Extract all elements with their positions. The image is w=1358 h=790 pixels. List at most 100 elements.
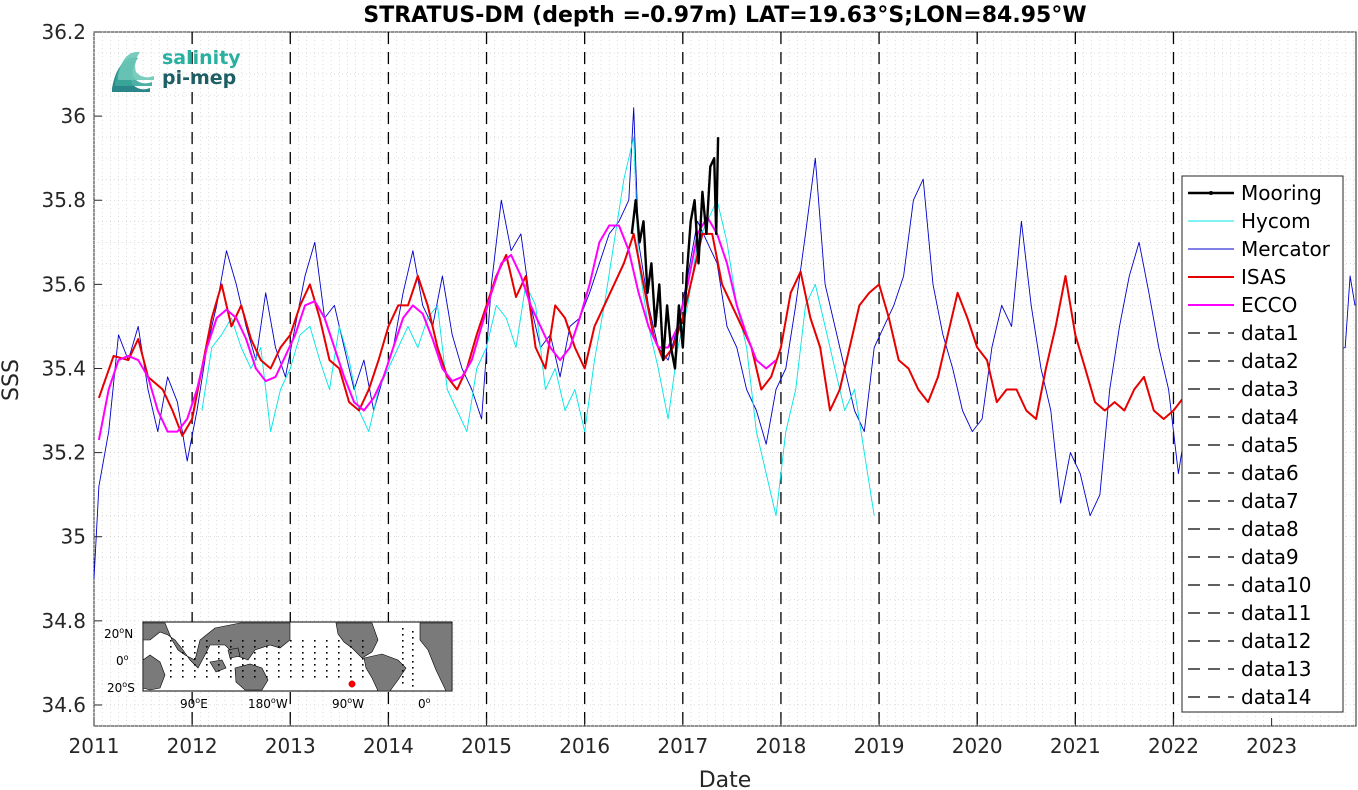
station-dot xyxy=(314,640,316,642)
x-tick-label: 2015 xyxy=(461,734,512,758)
legend-label: data10 xyxy=(1241,573,1312,597)
legend-label: data13 xyxy=(1241,657,1312,681)
station-dot xyxy=(290,652,292,654)
lat-label-20s: 20oS xyxy=(107,680,135,695)
inset-map: 20oN 0o 20oS 90oE 180oW 90oW 0o xyxy=(104,621,453,711)
station-dot xyxy=(194,646,196,648)
legend-label: data14 xyxy=(1241,685,1312,709)
station-dot xyxy=(182,670,184,672)
station-dot xyxy=(266,652,268,654)
y-tick-label: 34.8 xyxy=(41,609,86,633)
station-dot xyxy=(242,676,244,678)
station-dot xyxy=(170,652,172,654)
station-dot xyxy=(362,670,364,672)
station-dot xyxy=(266,646,268,648)
station-dot xyxy=(218,646,220,648)
legend-label: data11 xyxy=(1241,601,1312,625)
station-dot xyxy=(218,670,220,672)
logo-line1: salinity xyxy=(162,47,241,69)
legend-label: Hycom xyxy=(1241,209,1311,233)
station-dot xyxy=(302,646,304,648)
station-dot xyxy=(206,676,208,678)
mooring-location-marker xyxy=(348,680,356,688)
station-dot xyxy=(412,643,414,645)
station-dot xyxy=(242,664,244,666)
station-dot xyxy=(218,652,220,654)
chart-title: STRATUS-DM (depth =-0.97m) LAT=19.63°S;L… xyxy=(363,3,1086,28)
station-dot xyxy=(194,652,196,654)
station-dot xyxy=(254,670,256,672)
station-dot xyxy=(290,640,292,642)
station-dot xyxy=(230,646,232,648)
station-dot xyxy=(242,652,244,654)
series-mooring-line xyxy=(630,137,720,370)
station-dot xyxy=(182,664,184,666)
lon-label-180w: 180oW xyxy=(248,696,288,711)
legend: Mooring Hycom Mercator ISAS ECCO data1 data2 da… xyxy=(1181,175,1344,713)
station-dot xyxy=(218,664,220,666)
station-dot xyxy=(194,676,196,678)
station-dot xyxy=(402,628,404,630)
station-dot xyxy=(230,658,232,660)
station-dot xyxy=(170,646,172,648)
wave-logo-icon xyxy=(112,51,154,92)
station-dot xyxy=(314,658,316,660)
station-dot xyxy=(402,634,404,636)
y-tick-label: 35.6 xyxy=(41,272,86,296)
y-tick-label: 35.4 xyxy=(41,356,86,380)
station-dot xyxy=(402,652,404,654)
station-dot xyxy=(170,676,172,678)
y-tick-label: 35.8 xyxy=(41,188,86,212)
station-dot xyxy=(350,640,352,642)
station-dot xyxy=(266,658,268,660)
x-tick-label: 2019 xyxy=(854,734,905,758)
series-hycom-line xyxy=(201,136,875,517)
station-dot xyxy=(278,652,280,654)
station-dot xyxy=(182,676,184,678)
station-dot xyxy=(230,670,232,672)
station-dot xyxy=(194,670,196,672)
station-dot xyxy=(412,679,414,681)
station-dot xyxy=(170,664,172,666)
station-dot xyxy=(350,646,352,648)
station-dot xyxy=(278,664,280,666)
station-dot xyxy=(338,664,340,666)
station-dot xyxy=(230,652,232,654)
station-dot xyxy=(326,670,328,672)
x-tick-label: 2013 xyxy=(265,734,316,758)
station-dot xyxy=(266,664,268,666)
legend-label: data5 xyxy=(1241,433,1299,457)
station-dot xyxy=(350,658,352,660)
station-dot xyxy=(254,646,256,648)
series-mercator-line xyxy=(93,107,1356,579)
station-dot xyxy=(254,676,256,678)
station-dot xyxy=(362,664,364,666)
station-dot xyxy=(402,676,404,678)
y-tick-label: 35 xyxy=(61,525,86,549)
station-dot xyxy=(170,640,172,642)
station-dot xyxy=(338,658,340,660)
station-dot xyxy=(194,640,196,642)
station-dot xyxy=(402,646,404,648)
station-dot xyxy=(278,640,280,642)
station-dot xyxy=(254,652,256,654)
station-dot xyxy=(254,664,256,666)
legend-label: ECCO xyxy=(1241,293,1297,317)
station-dot xyxy=(254,658,256,660)
inset-map-frame xyxy=(142,621,453,692)
station-dot xyxy=(326,676,328,678)
y-axis-label: SSS xyxy=(0,359,24,401)
lon-label-0: 0o xyxy=(418,696,431,711)
station-dot xyxy=(266,640,268,642)
x-tick-label: 2012 xyxy=(167,734,218,758)
legend-label: data4 xyxy=(1241,405,1299,429)
station-dot xyxy=(206,664,208,666)
station-dot xyxy=(350,670,352,672)
station-dot xyxy=(194,658,196,660)
station-dot xyxy=(206,670,208,672)
station-dot xyxy=(412,673,414,675)
station-dot xyxy=(242,640,244,642)
station-dot xyxy=(182,640,184,642)
legend-label: data2 xyxy=(1241,349,1299,373)
station-dot xyxy=(412,685,414,687)
